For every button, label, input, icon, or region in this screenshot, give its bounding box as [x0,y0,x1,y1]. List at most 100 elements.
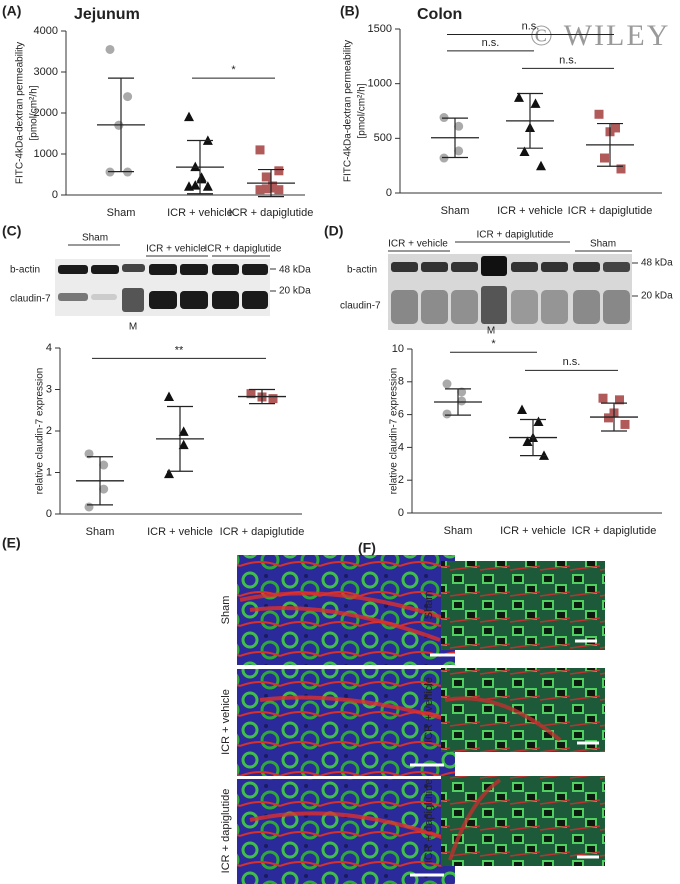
blot-group: ICR + vehicle [388,239,448,250]
blot-group: ICR + dapiglutide [477,230,554,241]
data-point [84,502,94,512]
y-tick-label: 2 [398,474,404,486]
chart-title: Colon [417,6,462,23]
significance-label: n.s. [482,37,500,49]
data-point [99,460,109,470]
data-point [600,153,609,163]
data-point [594,109,604,119]
y-tick-label: 8 [398,376,404,388]
data-point [190,161,201,172]
data-point [611,123,620,133]
panel-label: (D) [324,223,343,239]
data-point [454,121,464,131]
x-tick-label: ICR + vehicle [147,526,213,538]
panel-label: (C) [2,223,21,239]
data-point [255,145,265,155]
image-row-label: Sham [423,591,435,620]
data-point [123,92,133,102]
data-point [457,387,467,397]
micrographs-e: (E) Sham ICR + vehicle ICR + dapiglutide [2,535,464,884]
y-tick-label: 4 [398,441,404,453]
size-marker: 48 kDa [279,265,311,276]
micrograph [441,668,605,752]
bands [58,264,268,312]
data-point [105,44,115,54]
x-tick-label: Sham [444,525,473,537]
y-tick-label: 4 [46,342,52,354]
y-tick-label: 0 [46,508,52,520]
x-tick-label: ICR + vehicle [167,207,233,219]
blot-d: (D) ICR + vehicle ICR + dapiglutide Sham… [324,223,673,337]
data-point [184,111,194,122]
blot-group: Sham [590,239,616,250]
y-tick-label: 4000 [34,25,58,37]
image-row-label: Sham [220,596,232,625]
blot-row: b-actin [347,265,377,276]
data-point [533,416,544,426]
ladder-label: M [129,322,137,333]
blot-group: Sham [82,233,108,244]
data-point [268,394,278,404]
y-tick-label: 0 [52,189,58,201]
y-tick-label: 10 [392,343,404,355]
x-tick-label: ICR + dapiglutide [568,205,653,217]
y-axis-label: [pmol/cm²/h] [357,83,368,138]
data-point [530,98,541,108]
image-row-label: ICR + dapiglutide [220,789,232,874]
size-marker: 48 kDa [641,258,673,269]
micrograph [237,669,455,776]
data-point [604,413,613,423]
size-marker: 20 kDa [641,291,673,302]
significance-label: n.s. [563,356,581,368]
significance-label: n.s. [559,54,577,66]
x-tick-label: ICR + vehicle [500,525,566,537]
y-tick-label: 1500 [368,23,392,35]
data-point [457,396,467,406]
panel-label: (E) [2,535,21,551]
y-tick-label: 3000 [34,66,58,78]
data-point [164,391,174,401]
blot-c: (C) Sham ICR + vehicle ICR + dapiglutide… [2,223,311,333]
y-tick-label: 2000 [34,107,58,119]
blot-row: claudin-7 [340,301,381,312]
micrograph [441,561,605,650]
y-tick-label: 0 [398,507,404,519]
bands [391,256,630,324]
data-point [274,185,284,195]
blot-row: claudin-7 [10,294,51,305]
data-point [536,160,546,171]
y-tick-label: 2 [46,425,52,437]
x-tick-label: Sham [86,526,115,538]
y-tick-label: 1000 [34,148,58,160]
data-point [615,395,624,405]
significance-label: * [491,338,496,350]
x-tick-label: ICR + dapiglutide [229,207,314,219]
data-point [598,393,608,403]
y-tick-label: 1 [46,466,52,478]
x-tick-label: Sham [441,205,470,217]
image-row-label: ICR + dapiglutide [423,779,435,864]
image-row-label: ICR + vehicle [423,677,435,743]
y-axis-label: [pmol/cm²/h] [29,85,40,140]
y-tick-label: 500 [374,132,392,144]
y-tick-label: 1000 [368,78,392,90]
panel-label: (A) [2,3,21,19]
x-tick-label: ICR + vehicle [497,205,563,217]
data-point [178,426,189,436]
panel-label: (F) [358,540,376,556]
image-row-label: ICR + vehicle [220,689,232,755]
panel-label: (B) [340,3,359,19]
data-point [519,146,530,156]
x-tick-label: Sham [107,207,136,219]
y-axis-label: FITC-4kDa-dextran permeability [15,42,26,184]
data-point [261,172,271,182]
significance-label: ** [175,344,184,356]
significance-label: * [231,64,236,76]
data-point [442,409,452,419]
data-point [84,449,94,459]
data-point [620,419,630,429]
data-point [246,389,256,399]
y-tick-label: 3 [46,383,52,395]
data-point [184,181,194,191]
